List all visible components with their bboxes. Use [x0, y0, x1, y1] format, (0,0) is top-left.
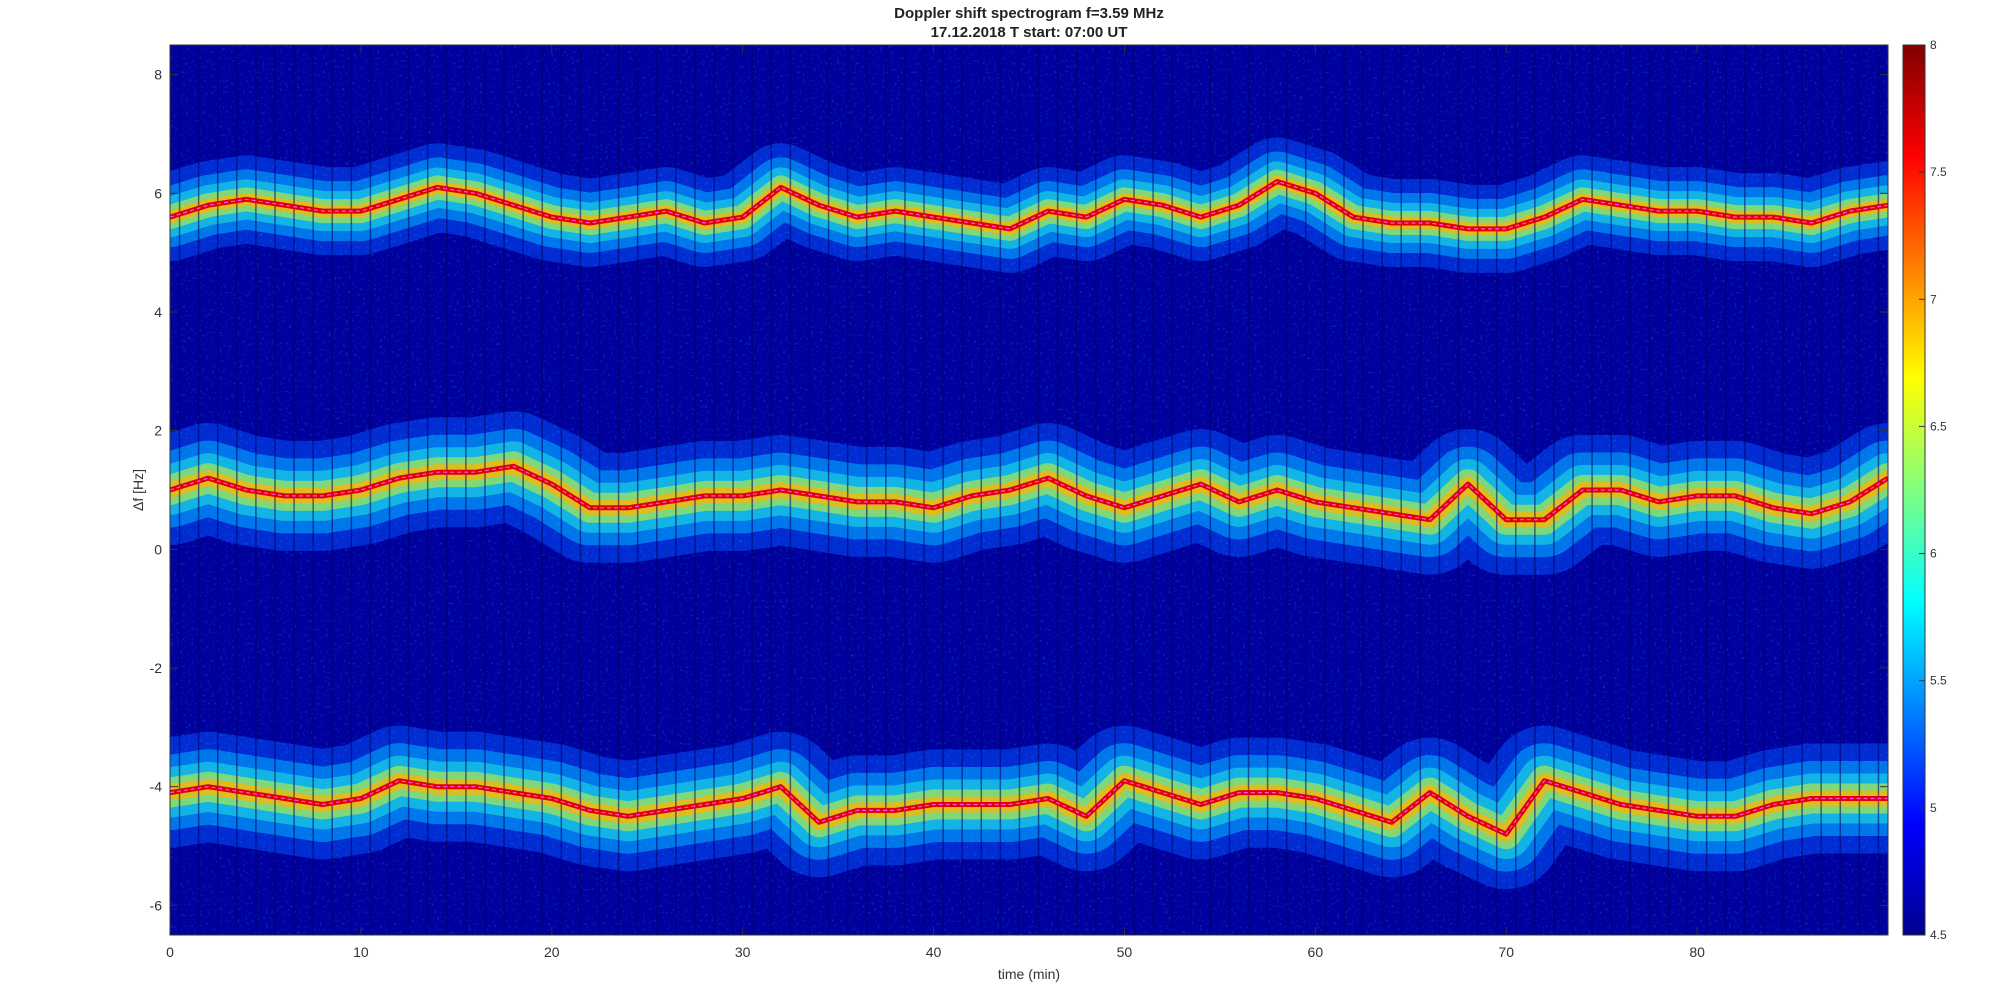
colorbar-tick-label: 6: [1930, 547, 1937, 561]
x-tick-label: 60: [1308, 944, 1324, 960]
x-tick-label: 20: [544, 944, 560, 960]
y-tick-label: -4: [150, 779, 163, 795]
colorbar-tick-label: 5: [1930, 801, 1937, 815]
y-tick-label: 6: [154, 185, 162, 201]
series-overlay: [170, 779, 1888, 835]
colorbar-tick-label: 8: [1930, 38, 1937, 52]
x-tick-label: 50: [1117, 944, 1133, 960]
colorbar-tick-label: 7.5: [1930, 165, 1947, 179]
y-tick-label: 2: [154, 423, 162, 439]
y-tick-label: -2: [150, 660, 163, 676]
plot-area: [170, 45, 1888, 935]
series-overlay: [170, 180, 1888, 230]
plot-frame: [169, 44, 1889, 936]
y-tick-label: -6: [150, 897, 163, 913]
y-axis-ticks: -6 -4 -2 0 2 4 6 8: [150, 67, 1888, 913]
colorbar-tick-label: 7: [1930, 292, 1937, 306]
y-tick-label: 4: [154, 304, 162, 320]
x-tick-label: 70: [1498, 944, 1514, 960]
y-tick-label: 8: [154, 67, 162, 83]
colorbar-ticks: 4.5 5 5.5 6 6.5 7 7.5 8: [1919, 38, 1947, 942]
x-tick-label: 80: [1689, 944, 1705, 960]
chart-subtitle: 17.12.2018 T start: 07:00 UT: [931, 24, 1128, 41]
colorbar: 4.5 5 5.5 6 6.5 7 7.5 8: [1902, 38, 1947, 942]
y-tick-label: 0: [154, 541, 162, 557]
y-axis-label: Δf [Hz]: [130, 469, 146, 511]
x-axis-label: time (min): [998, 966, 1060, 982]
x-tick-label: 10: [353, 944, 369, 960]
colorbar-tick-label: 5.5: [1930, 674, 1947, 688]
x-tick-label: 40: [926, 944, 942, 960]
x-axis-ticks: 0 10 20 30 40 50 60 70 80: [166, 45, 1705, 960]
chart-title: Doppler shift spectrogram f=3.59 MHz: [894, 5, 1164, 22]
colorbar-tick-label: 4.5: [1930, 928, 1947, 942]
series-overlay: [170, 465, 1888, 521]
x-tick-label: 30: [735, 944, 751, 960]
trace-lines: [170, 179, 1888, 837]
colorbar-tick-label: 6.5: [1930, 419, 1947, 433]
colorbar-gradient: [1902, 44, 1926, 936]
x-tick-label: 0: [166, 944, 174, 960]
